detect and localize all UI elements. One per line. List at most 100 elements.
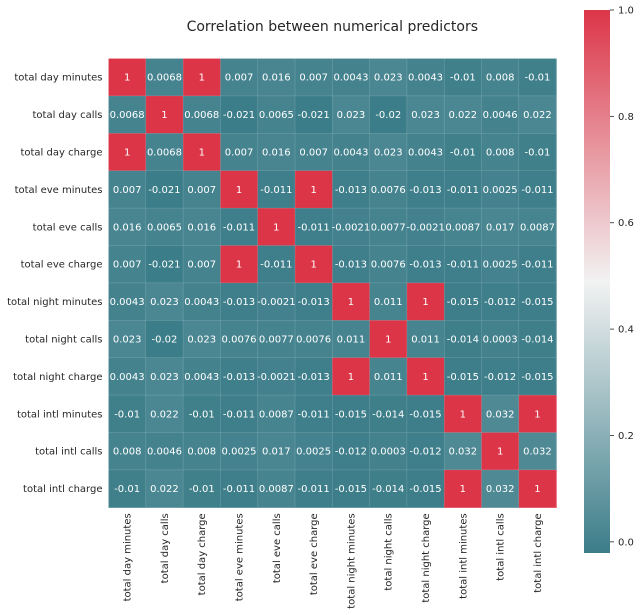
heatmap-cell (444, 133, 483, 172)
x-tick-label: total day minutes (123, 513, 134, 601)
heatmap-cell (481, 58, 520, 97)
heatmap-cell (444, 95, 483, 134)
cell-value-label: -0.01 (525, 73, 551, 84)
cell-value-label: 0.032 (449, 447, 478, 458)
x-tick-label: total eve calls (272, 513, 283, 583)
colorbar-tick-label: 1.0 (618, 6, 634, 17)
heatmap-cell (295, 320, 333, 359)
heatmap-cell (183, 357, 221, 396)
cell-value-label: -0.012 (484, 297, 516, 308)
heatmap-cell (183, 282, 221, 321)
heatmap-cell (406, 395, 445, 434)
heatmap-cell (145, 133, 184, 172)
heatmap-cell (295, 208, 333, 247)
heatmap-cell (518, 357, 557, 396)
cell-value-label: 0.0003 (371, 447, 406, 458)
cell-value-label: -0.01 (114, 484, 140, 495)
cell-value-label: -0.01 (189, 484, 215, 495)
colorbar-tick-label: 0.8 (618, 112, 634, 123)
heatmap-cell (257, 58, 296, 97)
cell-value-label: -0.0021 (257, 297, 296, 308)
colorbar: 0.0 0.2 0.4 0.6 0.8 1.0 (584, 6, 634, 553)
cell-value-label: 0.007 (187, 185, 216, 196)
x-tick-label: total night charge (421, 513, 432, 602)
cell-value-label: -0.021 (148, 260, 180, 271)
heatmap-cell (369, 245, 408, 284)
cell-value-label: 0.0046 (147, 447, 182, 458)
cell-value-label: 0.011 (374, 297, 403, 308)
cell-value-label: -0.013 (223, 372, 255, 383)
cell-value-label: 0.0043 (110, 372, 145, 383)
heatmap-cell (518, 133, 557, 172)
cell-value-label: -0.014 (372, 409, 404, 420)
heatmap-cell (369, 320, 408, 359)
heatmap-cell (518, 282, 557, 321)
cell-value-label: 0.016 (262, 148, 291, 159)
cell-value-label: 0.007 (299, 148, 328, 159)
heatmap-cell (406, 432, 445, 471)
heatmap-cell (518, 208, 557, 247)
cell-value-label: 0.0043 (333, 73, 368, 84)
cell-value-label: -0.01 (450, 148, 476, 159)
heatmap-cell (183, 95, 221, 134)
cell-value-label: -0.01 (189, 409, 215, 420)
cell-value-label: 0.007 (113, 185, 142, 196)
heatmap-cell (295, 133, 333, 172)
heatmap-cell (518, 58, 557, 97)
cell-value-label: -0.011 (260, 260, 292, 271)
cell-value-label: -0.013 (335, 185, 367, 196)
heatmap-cell (406, 133, 445, 172)
cell-value-label: -0.0021 (332, 222, 371, 233)
cell-value-label: -0.014 (372, 484, 404, 495)
heatmap-cell (295, 282, 333, 321)
heatmap-cell (108, 133, 147, 172)
heatmap-cell (369, 282, 408, 321)
cell-value-label: 1 (236, 185, 242, 196)
colorbar-tick-label: 0.6 (618, 218, 634, 229)
heatmap-cell (444, 395, 483, 434)
cell-value-label: -0.011 (298, 409, 330, 420)
heatmap-cell (257, 320, 296, 359)
cell-value-label: 0.007 (225, 73, 254, 84)
cell-value-label: -0.015 (447, 297, 479, 308)
heatmap-cell (369, 357, 408, 396)
y-tick-label: total day charge (20, 148, 102, 159)
cell-value-label: 0.0043 (184, 297, 219, 308)
heatmap-cell (518, 432, 557, 471)
cell-value-label: 1 (497, 447, 503, 458)
heatmap-cell (257, 133, 296, 172)
cell-value-label: 0.007 (225, 148, 254, 159)
heatmap-cell (145, 320, 184, 359)
cell-value-label: -0.011 (223, 222, 255, 233)
heatmap-cell (295, 245, 333, 284)
heatmap-cell (220, 320, 259, 359)
heatmap-cell (220, 432, 259, 471)
heatmap-cell (145, 95, 184, 134)
heatmap-cell (145, 357, 184, 396)
cell-value-label: 0.023 (113, 335, 142, 346)
cell-value-label: -0.011 (298, 484, 330, 495)
cell-value-label: 1 (310, 185, 316, 196)
colorbar-tick-label: 0.0 (618, 537, 634, 548)
y-axis-tick-labels: total day minutes total day calls total da… (7, 73, 102, 495)
cell-value-label: 0.0046 (483, 110, 518, 121)
cell-value-label: -0.012 (484, 372, 516, 383)
colorbar-tick-label: 0.4 (618, 325, 634, 336)
cell-value-label: 0.011 (337, 335, 366, 346)
cell-value-label: 0.016 (262, 73, 291, 84)
cell-value-label: -0.013 (335, 260, 367, 271)
cell-value-label: 0.0076 (296, 335, 331, 346)
heatmap-cell (183, 208, 221, 247)
cell-value-label: 1 (273, 222, 279, 233)
heatmap-cell (481, 208, 520, 247)
heatmap-cell (332, 208, 371, 247)
cell-value-label: -0.0021 (257, 372, 296, 383)
heatmap-cell (145, 282, 184, 321)
heatmap-cell (108, 432, 147, 471)
cell-value-label: -0.0021 (406, 222, 445, 233)
heatmap-cell (108, 469, 147, 508)
cell-value-label: -0.015 (409, 484, 441, 495)
cell-value-label: 0.016 (187, 222, 216, 233)
heatmap-cells: 1 0.0068 1 0.007 0.016 0.007 0.0043 0.023 0.0043… (108, 58, 557, 508)
heatmap-cell (220, 469, 259, 508)
